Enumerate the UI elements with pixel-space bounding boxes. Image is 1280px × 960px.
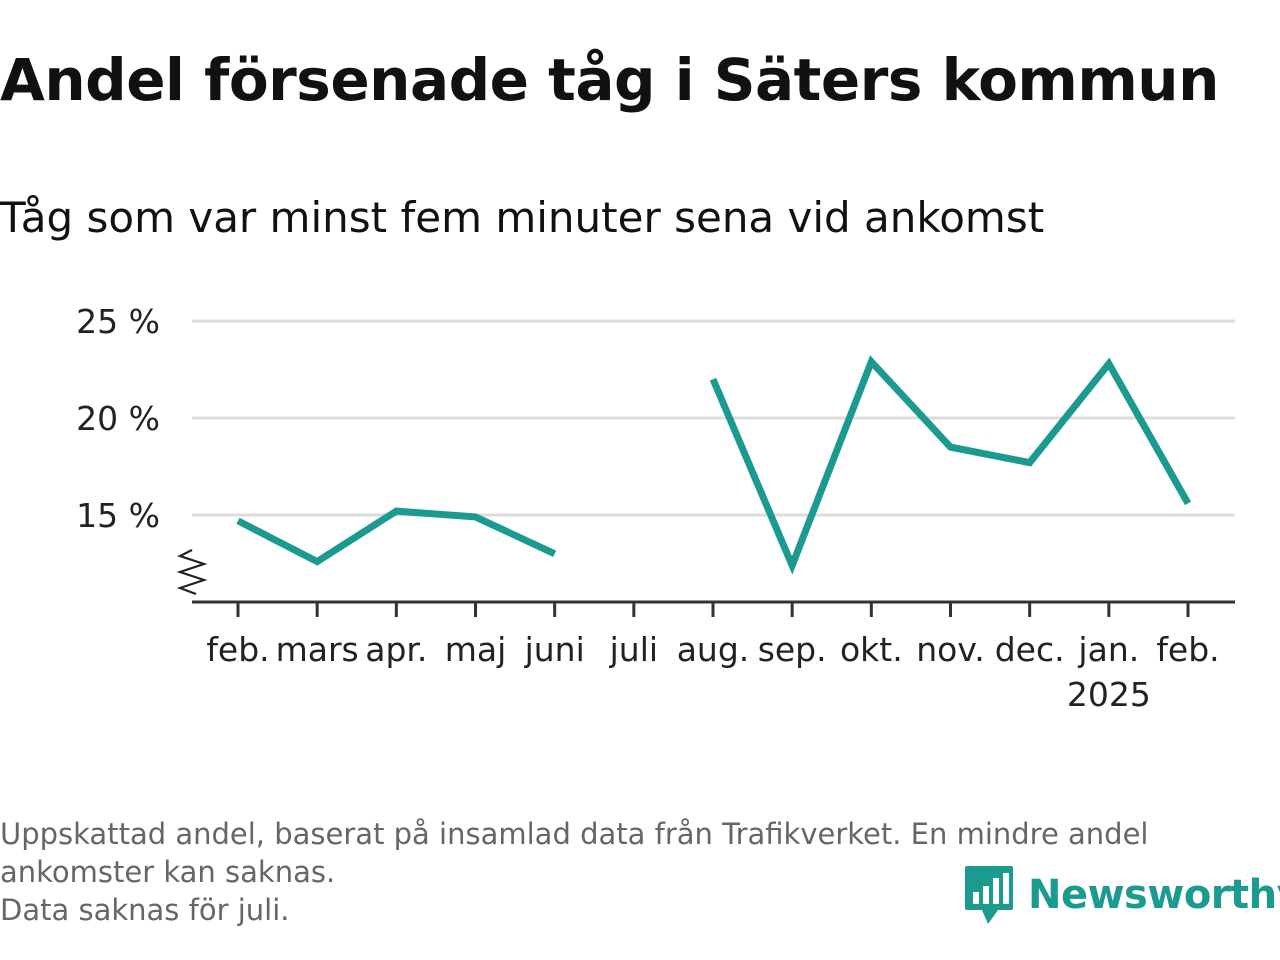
x-tick-label: jan. xyxy=(1077,630,1139,669)
line-chart: 15 %20 %25 % feb. mars apr. maj juni juli aug.… xyxy=(76,302,1235,714)
x-tick-label: juli xyxy=(609,630,658,669)
x-tick-label: feb. xyxy=(1156,630,1219,669)
x-tick-label: juni xyxy=(524,630,585,669)
x-tick-label: feb. xyxy=(206,630,269,669)
axis-break-icon xyxy=(176,549,208,596)
gridlines xyxy=(192,319,1235,517)
series-lines xyxy=(236,355,1192,575)
x-axis: feb. mars apr. maj juni juli aug. sep. okt. nov. d… xyxy=(192,600,1235,714)
x-tick-label: maj xyxy=(445,630,507,669)
footnote-line: Data saknas för juli. xyxy=(0,893,290,927)
footnote: Uppskattad andel, baserat på insamlad da… xyxy=(0,815,1270,929)
y-axis: 15 % 20 % 25 % xyxy=(76,302,208,596)
x-tick-label: nov. xyxy=(916,630,985,669)
brand-name: Newsworthy xyxy=(1028,872,1280,918)
y-tick-label: 20 % xyxy=(76,399,160,438)
x-tick-label: apr. xyxy=(365,630,427,669)
x-tick-sublabel: 2025 xyxy=(1067,675,1151,714)
chart-subtitle: Tåg som var minst fem minuter sena vid a… xyxy=(0,193,1045,242)
series-line xyxy=(236,507,557,566)
x-tick-label: aug. xyxy=(677,630,750,669)
newsworthy-logo: Newsworthy xyxy=(964,864,1280,926)
x-tick-label: okt. xyxy=(840,630,903,669)
chart-title: Andel försenade tåg i Säters kommun xyxy=(0,46,1219,114)
y-tick-label: 25 % xyxy=(76,302,160,341)
bar-chart-speech-bubble-icon xyxy=(965,866,1013,924)
x-tick-label: dec. xyxy=(995,630,1065,669)
x-tick-label: mars xyxy=(276,630,359,669)
footnote-line: ankomster kan saknas. xyxy=(0,855,336,889)
x-tick-label: sep. xyxy=(758,630,827,669)
footnote-line: Uppskattad andel, baserat på insamlad da… xyxy=(0,817,1149,851)
y-tick-label: 15 % xyxy=(76,496,160,535)
series-line xyxy=(709,355,1192,575)
